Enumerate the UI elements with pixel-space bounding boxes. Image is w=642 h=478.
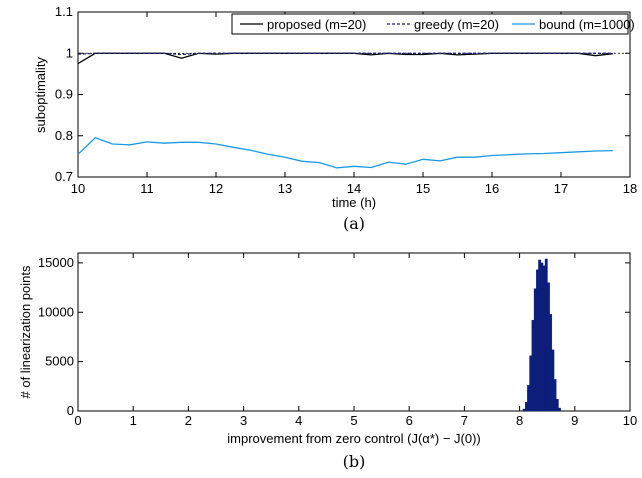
- x-tick-label: 10: [71, 181, 85, 196]
- x-tick-label: 4: [295, 413, 302, 428]
- plot-a-ylabel: suboptimality: [33, 57, 48, 133]
- histogram-bar: [531, 319, 535, 412]
- histogram-bar: [553, 379, 557, 412]
- plot-b-ticks: 0 1 2 3 4 5 6 7 8 9 10 0 5000 10000 15000: [38, 253, 637, 428]
- y-tick-label: 0.7: [55, 169, 73, 184]
- x-tick-label: 16: [485, 181, 499, 196]
- series-line-1: [77, 52, 613, 56]
- plot-b-xlabel: improvement from zero control (J(α*) − J…: [227, 431, 481, 446]
- x-tick-label: 1: [130, 413, 137, 428]
- x-tick-label: 11: [140, 181, 154, 196]
- series-line-2: [77, 137, 613, 169]
- x-tick-label: 6: [406, 413, 413, 428]
- x-tick-label: 17: [554, 181, 568, 196]
- plot-a-xlabel: time (h): [332, 195, 376, 210]
- x-tick-label: 13: [278, 181, 292, 196]
- x-tick-label: 0: [74, 413, 81, 428]
- x-tick-label: 8: [516, 413, 523, 428]
- y-tick-label: 0.8: [55, 128, 73, 143]
- x-tick-label: 15: [416, 181, 430, 196]
- x-tick-label: 18: [623, 181, 637, 196]
- legend-label-bound: bound (m=1000): [539, 17, 635, 32]
- y-tick-label: 15000: [38, 255, 74, 270]
- histogram-bar: [558, 407, 561, 412]
- panel-b-histogram: 0 1 2 3 4 5 6 7 8 9 10 0 5000 10000 15000 improvement …: [18, 252, 637, 471]
- caption-a: (a): [343, 214, 365, 233]
- legend-label-greedy: greedy (m=20): [414, 17, 499, 32]
- x-tick-label: 9: [571, 413, 578, 428]
- x-tick-label: 10: [623, 413, 637, 428]
- legend-label-proposed: proposed (m=20): [267, 17, 366, 32]
- x-tick-label: 14: [347, 181, 361, 196]
- x-tick-label: 5: [350, 413, 357, 428]
- plot-a-ticks: 10 11 12 13 14 15 16 17 18 0.7 0.8 0.9 1 1.1: [55, 4, 637, 196]
- y-tick-label: 1: [66, 45, 73, 60]
- y-tick-label: 0: [67, 403, 74, 418]
- plot-b-bars: [522, 258, 561, 412]
- plot-a-series: [77, 52, 630, 169]
- panel-a-suboptimality-chart: 10 11 12 13 14 15 16 17 18 0.7 0.8 0.9 1 1.1 time (h)…: [33, 4, 637, 233]
- caption-b: (b): [343, 452, 366, 471]
- plot-a-legend: proposed (m=20) greedy (m=20) bound (m=1…: [231, 13, 635, 35]
- x-tick-label: 3: [240, 413, 247, 428]
- histogram-bar: [555, 398, 559, 412]
- y-tick-label: 10000: [38, 304, 74, 319]
- y-tick-label: 0.9: [55, 87, 73, 102]
- plot-a-frame: [77, 11, 631, 178]
- x-tick-label: 12: [209, 181, 223, 196]
- y-tick-label: 1.1: [55, 4, 73, 19]
- plot-b-ylabel: # of linearization points: [18, 265, 33, 398]
- x-tick-label: 7: [461, 413, 468, 428]
- y-tick-label: 5000: [45, 354, 74, 369]
- x-tick-label: 2: [185, 413, 192, 428]
- legend-box: [231, 13, 629, 35]
